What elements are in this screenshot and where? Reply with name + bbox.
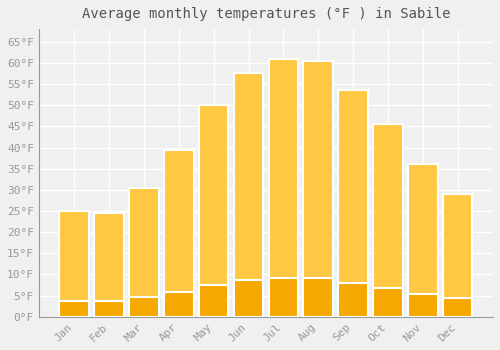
- Bar: [60, 301, 89, 317]
- Bar: [60, 211, 89, 317]
- Bar: [234, 280, 264, 317]
- Bar: [234, 74, 264, 317]
- Bar: [443, 299, 472, 317]
- Title: Average monthly temperatures (°F ) in Sabile: Average monthly temperatures (°F ) in Sa…: [82, 7, 450, 21]
- Bar: [129, 298, 159, 317]
- Bar: [94, 301, 124, 317]
- Bar: [338, 283, 368, 317]
- Bar: [304, 61, 333, 317]
- Bar: [199, 105, 228, 317]
- Bar: [94, 213, 124, 317]
- Bar: [268, 278, 298, 317]
- Bar: [338, 90, 368, 317]
- Bar: [443, 194, 472, 317]
- Bar: [199, 285, 228, 317]
- Bar: [129, 188, 159, 317]
- Bar: [408, 294, 438, 317]
- Bar: [304, 278, 333, 317]
- Bar: [408, 164, 438, 317]
- Bar: [164, 292, 194, 317]
- Bar: [373, 288, 402, 317]
- Bar: [268, 59, 298, 317]
- Bar: [164, 150, 194, 317]
- Bar: [373, 124, 402, 317]
